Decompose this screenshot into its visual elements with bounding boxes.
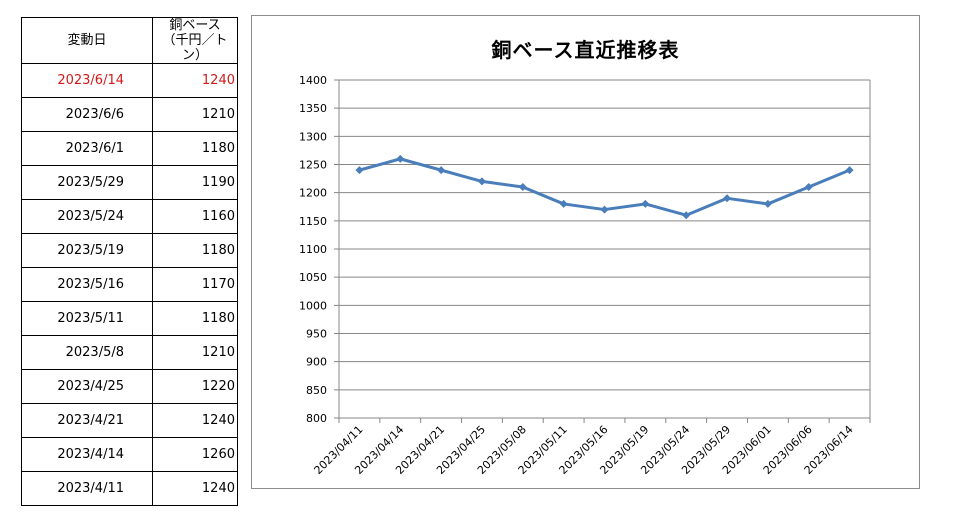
- table-row: 2023/4/21 1240: [21, 403, 238, 438]
- row-date: 2023/5/19: [21, 233, 153, 268]
- row-date: 2023/4/21: [21, 403, 153, 438]
- row-value: 1240: [152, 471, 238, 506]
- row-value: 1170: [152, 267, 238, 302]
- data-point: [723, 194, 732, 203]
- row-value: 1160: [152, 199, 238, 234]
- row-value: 1220: [152, 369, 238, 404]
- row-date: 2023/4/11: [21, 471, 153, 506]
- y-tick-label: 1100: [299, 243, 327, 256]
- y-tick-label: 1300: [299, 130, 327, 143]
- y-tick-label: 1000: [299, 299, 327, 312]
- y-tick-label: 1400: [299, 74, 327, 87]
- table-row: 2023/4/11 1240: [21, 471, 238, 506]
- table-row: 2023/6/6 1210: [21, 97, 238, 132]
- table-header-row: 変動日 銅ベース （千円／トン）: [21, 17, 238, 64]
- data-point: [600, 205, 609, 214]
- table-row: 2023/5/16 1170: [21, 267, 238, 302]
- row-value: 1240: [152, 63, 238, 98]
- data-point: [559, 199, 568, 208]
- row-date: 2023/5/11: [21, 301, 153, 336]
- data-point: [518, 183, 527, 192]
- table-row: 2023/6/14 1240: [21, 63, 238, 98]
- header-date: 変動日: [21, 17, 153, 64]
- row-value: 1180: [152, 131, 238, 166]
- table-row: 2023/4/14 1260: [21, 437, 238, 472]
- table-row: 2023/5/8 1210: [21, 335, 238, 370]
- row-date: 2023/4/25: [21, 369, 153, 404]
- row-value: 1210: [152, 97, 238, 132]
- table-row: 2023/6/1 1180: [21, 131, 238, 166]
- header-value: 銅ベース （千円／トン）: [152, 17, 238, 64]
- line-chart: 800 850 900 950 1000 1050 1100 1150 1200 1250 1300…: [299, 74, 871, 477]
- row-date: 2023/5/24: [21, 199, 153, 234]
- y-tick-label: 850: [306, 384, 327, 397]
- row-value: 1210: [152, 335, 238, 370]
- row-value: 1180: [152, 233, 238, 268]
- table-row: 2023/5/11 1180: [21, 301, 238, 336]
- y-tick-label: 1350: [299, 102, 327, 115]
- table-row: 2023/5/29 1190: [21, 165, 238, 200]
- row-date: 2023/6/14: [21, 63, 153, 98]
- data-point: [845, 166, 854, 175]
- data-point: [396, 154, 405, 163]
- row-date: 2023/4/14: [21, 437, 153, 472]
- row-value: 1260: [152, 437, 238, 472]
- data-point: [763, 199, 772, 208]
- table-row: 2023/5/24 1160: [21, 199, 238, 234]
- chart-area: 銅ベース直近推移表 800 850 900 950 1000 1050 1100 1150 12…: [251, 15, 920, 489]
- y-tick-label: 800: [306, 412, 327, 425]
- row-value: 1190: [152, 165, 238, 200]
- data-point: [804, 183, 813, 192]
- row-date: 2023/6/6: [21, 97, 153, 132]
- row-date: 2023/5/16: [21, 267, 153, 302]
- table-row: 2023/4/25 1220: [21, 369, 238, 404]
- y-tick-label: 900: [306, 356, 327, 369]
- data-point: [355, 166, 364, 175]
- data-point: [641, 199, 650, 208]
- y-tick-label: 950: [306, 328, 327, 341]
- header-value-line1: 銅ベース: [169, 18, 221, 33]
- y-tick-label: 1150: [299, 215, 327, 228]
- y-tick-label: 1050: [299, 271, 327, 284]
- data-point: [477, 177, 486, 186]
- row-value: 1180: [152, 301, 238, 336]
- data-point: [437, 166, 446, 175]
- data-point: [682, 211, 691, 220]
- table-row: 2023/5/19 1180: [21, 233, 238, 268]
- y-tick-label: 1200: [299, 187, 327, 200]
- chart-title: 銅ベース直近推移表: [491, 38, 680, 62]
- header-value-line2: （千円／トン）: [162, 33, 228, 63]
- row-date: 2023/6/1: [21, 131, 153, 166]
- row-value: 1240: [152, 403, 238, 438]
- row-date: 2023/5/8: [21, 335, 153, 370]
- y-tick-label: 1250: [299, 159, 327, 172]
- price-table: 変動日 銅ベース （千円／トン） 2023/6/14 1240 2023/6/6 12…: [21, 17, 238, 506]
- table-body: 2023/6/14 1240 2023/6/6 1210 2023/6/1 1180 202…: [21, 63, 238, 506]
- row-date: 2023/5/29: [21, 165, 153, 200]
